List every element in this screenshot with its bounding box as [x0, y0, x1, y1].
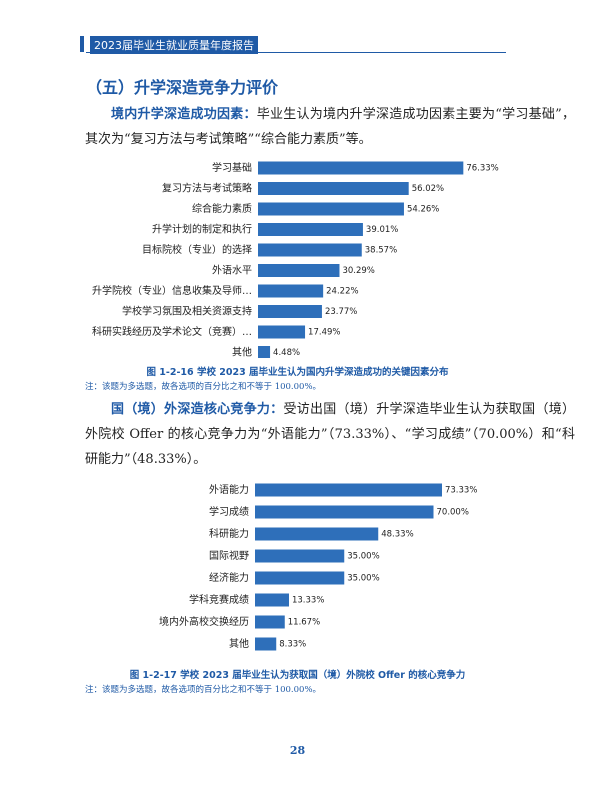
value-label: 24.22%	[326, 287, 358, 297]
caption: 图 1-2-17 学校 2023 届毕业生认为获取国（境）外院校 Offer 的…	[129, 670, 466, 681]
value-label: 39.01%	[366, 225, 398, 235]
bar	[258, 202, 404, 216]
category-label: 国际视野	[209, 549, 249, 562]
category-label: 学科竞赛成绩	[189, 593, 249, 606]
value-label: 11.67%	[288, 618, 320, 628]
bar	[255, 593, 289, 607]
bar	[258, 325, 306, 339]
bar	[258, 161, 464, 175]
category-label: 其他	[232, 346, 252, 359]
bar	[255, 527, 379, 541]
bar	[258, 182, 409, 195]
category-label: 外语水平	[212, 265, 252, 277]
category-label: 复习方法与考试策略	[162, 182, 252, 195]
bar	[258, 243, 362, 257]
chart: 外语能力 73.33% 学习成绩 70.00% 科研能力 48.33% 国际视野 35.00%…	[159, 483, 477, 651]
section-heading: （五）升学深造竞争力评价	[86, 78, 279, 97]
value-label: 13.33%	[292, 596, 324, 606]
text: 毕业生认为境内升学深造成功因素主要为“学习基础”，其次为“复习方法与考试策略”“…	[85, 107, 575, 147]
value-label: 17.49%	[308, 328, 340, 338]
category-label: 升学计划的制定和执行	[152, 223, 252, 236]
caption: 图 1-2-16 学校 2023 届毕业生认为国内升学深造成功的关键因素分布	[146, 367, 449, 378]
value-label: 38.57%	[365, 246, 397, 256]
lead: 国（境）外深造核心竞争力：	[111, 402, 284, 417]
bar	[255, 483, 442, 497]
bar	[255, 637, 277, 651]
category-label: 经济能力	[209, 571, 249, 584]
text: 受访出国（境）升学深造毕业生认为获取国（境）外院校 Offer 的核心竞争力为“…	[85, 402, 575, 467]
value-label: 56.02%	[412, 184, 444, 194]
bar	[255, 615, 285, 629]
category-label: 科研能力	[209, 527, 249, 540]
value-label: 54.26%	[407, 205, 439, 215]
category-label: 学习基础	[212, 161, 252, 174]
bar	[258, 346, 271, 358]
bar	[255, 571, 345, 585]
paragraph: 国（境）外深造核心竞争力：受访出国（境）升学深造毕业生认为获取国（境）外院校 O…	[85, 397, 575, 472]
note: 注：该题为多选题，故各选项的百分比之和不等于 100.00%。	[85, 685, 322, 695]
bar	[255, 505, 434, 519]
category-label: 科研实践经历及学术论文（竞赛）…	[92, 325, 252, 338]
note: 注：该题为多选题，故各选项的百分比之和不等于 100.00%。	[85, 382, 322, 392]
value-label: 48.33%	[381, 530, 413, 540]
header-title: 2023届毕业生就业质量年度报告	[90, 36, 258, 54]
value-label: 4.48%	[273, 348, 300, 358]
category-label: 综合能力素质	[192, 202, 252, 215]
category-label: 其他	[229, 637, 249, 650]
lead: 境内升学深造成功因素：	[111, 107, 257, 122]
category-label: 学习成绩	[209, 505, 249, 518]
category-label: 外语能力	[209, 483, 249, 496]
paragraph: 境内升学深造成功因素：毕业生认为境内升学深造成功因素主要为“学习基础”，其次为“…	[85, 102, 575, 152]
value-label: 30.29%	[342, 266, 374, 276]
value-label: 35.00%	[347, 574, 379, 584]
category-label: 目标院校（专业）的选择	[142, 243, 252, 256]
value-label: 76.33%	[466, 164, 498, 174]
bar	[258, 264, 340, 277]
category-label: 境内外高校交换经历	[159, 615, 249, 628]
category-label: 学校学习氛围及相关资源支持	[122, 305, 252, 318]
page-number: 28	[289, 744, 306, 757]
value-label: 35.00%	[347, 552, 379, 562]
value-label: 73.33%	[445, 486, 477, 496]
value-label: 23.77%	[325, 307, 357, 317]
bar	[255, 549, 345, 563]
bar	[258, 305, 322, 318]
value-label: 8.33%	[279, 640, 306, 650]
bar	[258, 223, 363, 236]
chart: 学习基础 76.33% 复习方法与考试策略 56.02% 综合能力素质 54.26% 升学计…	[92, 161, 499, 359]
header: 2023届毕业生就业质量年度报告	[80, 34, 506, 54]
bar	[258, 284, 324, 298]
value-label: 70.00%	[437, 508, 469, 518]
category-label: 升学院校（专业）信息收集及导师…	[92, 284, 252, 297]
